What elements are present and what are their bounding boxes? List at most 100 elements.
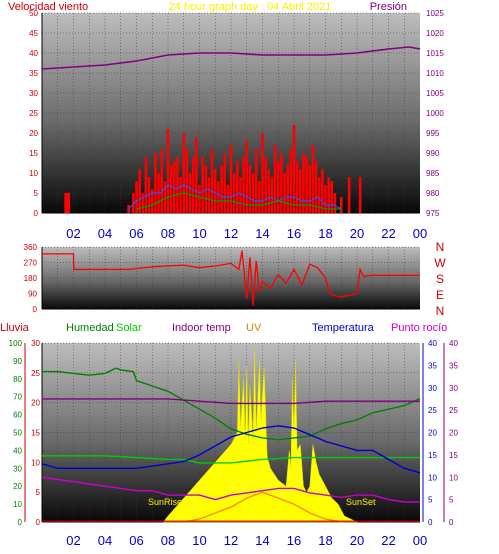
tick-label-right-2: 30 [449,384,458,393]
x-tick-label: 00 [413,533,427,548]
tick-label-left: 20 [29,129,38,138]
tick-label-left: 50 [29,9,38,18]
tick-label-left: 15 [31,429,40,438]
tick-label-right: 15 [428,451,437,460]
x-tick-label: 04 [98,533,112,548]
wind-direction-line [42,250,420,306]
tick-label-rain: 30 [13,464,22,473]
tick-label-rain: 80 [13,375,22,384]
legend-uv: UV [246,322,262,334]
tick-label-right: 1010 [426,69,444,78]
direction-tick-label: 270 [24,259,38,268]
tick-label-left: 5 [34,189,39,198]
tick-label-right: 25 [428,406,437,415]
tick-label-left: 25 [29,109,38,118]
wind-speed-line [128,184,342,210]
tick-label-rain: 50 [13,429,22,438]
tick-label-rain: 70 [13,393,22,402]
direction-tick-label: 180 [24,274,38,283]
tick-label-right-2: 20 [449,429,458,438]
tick-label-left: 0 [34,209,39,218]
x-tick-label: 10 [192,533,206,548]
tick-label-left: 30 [31,339,40,348]
legend-punto-rocío: Punto rocío [391,322,447,334]
tick-label-right: 35 [428,361,437,370]
tick-label-left: 5 [36,488,41,497]
tick-label-rain: 10 [13,500,22,509]
x-tick-label: 16 [287,533,301,548]
tick-label-left: 35 [29,69,38,78]
tick-label-left: 25 [31,369,40,378]
tick-label-right: 975 [426,209,440,218]
tick-label-right: 985 [426,169,440,178]
tick-label-left: 15 [29,149,38,158]
x-tick-label: 16 [287,226,301,241]
compass-label: N [436,240,445,254]
tick-label-right: 1000 [426,109,444,118]
uv-index-line [183,491,342,523]
tick-label-rain: 0 [18,518,23,527]
temperature-line [41,425,421,474]
x-tick-label: 04 [98,226,112,241]
pressure-label: Presión [370,1,407,13]
tick-label-rain: 20 [13,482,22,491]
sunrise-label: SunRise [148,497,182,507]
tick-label-left: 10 [29,169,38,178]
tick-label-rain: 40 [13,446,22,455]
tick-label-left: 30 [29,89,38,98]
compass-label: S [436,272,444,286]
legend-indoor-temp: Indoor temp [172,322,231,334]
x-tick-label: 02 [66,226,80,241]
tick-label-right-2: 35 [449,361,458,370]
tick-label-left: 0 [36,518,41,527]
tick-label-left: 20 [31,399,40,408]
x-tick-label: 14 [255,533,269,548]
x-tick-label: 20 [350,533,364,548]
wind-speed-label: Velocidad viento [8,1,88,13]
direction-tick-label: 360 [24,243,38,252]
x-tick-label: 06 [129,533,143,548]
tick-label-right: 1025 [426,9,444,18]
tick-label-right: 40 [428,339,437,348]
tick-label-right: 1015 [426,49,444,58]
x-tick-label: 02 [66,533,80,548]
tick-label-right: 995 [426,129,440,138]
x-tick-label: 22 [381,226,395,241]
x-tick-label: 22 [381,533,395,548]
tick-label-right-2: 15 [449,451,458,460]
chart-title: 24 hour graph day : 04 Abril 2021 [169,1,332,13]
pressure-line [41,46,421,70]
tick-label-right: 980 [426,189,440,198]
x-tick-label: 00 [413,226,427,241]
direction-tick-label: 0 [33,305,38,314]
tick-label-left: 10 [31,458,40,467]
legend-solar: Solar [116,322,142,334]
compass-label: W [434,256,446,270]
compass-label: E [436,288,444,302]
dew-point-line [41,476,420,503]
tick-label-rain: 90 [13,357,22,366]
x-tick-label: 06 [129,226,143,241]
tick-label-left: 40 [29,49,38,58]
tick-label-left: 45 [29,29,38,38]
legend-temperatura: Temperatura [312,322,375,334]
tick-label-right: 30 [428,384,437,393]
tick-label-right-2: 0 [449,518,454,527]
tick-label-right-2: 5 [449,496,454,505]
sunset-label: SunSet [346,497,376,507]
wind-green-line [136,192,342,210]
x-tick-label: 12 [224,226,238,241]
tick-label-right-2: 25 [449,406,458,415]
direction-tick-label: 90 [28,290,37,299]
compass-label: N [436,304,445,318]
tick-label-right: 990 [426,149,440,158]
tick-label-right: 1020 [426,29,444,38]
solar-radiation-area [162,348,358,523]
x-tick-label: 12 [224,533,238,548]
tick-label-right-2: 40 [449,339,458,348]
x-tick-label: 18 [318,226,332,241]
solar-line [42,455,420,464]
x-tick-label: 20 [350,226,364,241]
tick-label-right: 5 [428,496,433,505]
x-tick-label: 18 [318,533,332,548]
